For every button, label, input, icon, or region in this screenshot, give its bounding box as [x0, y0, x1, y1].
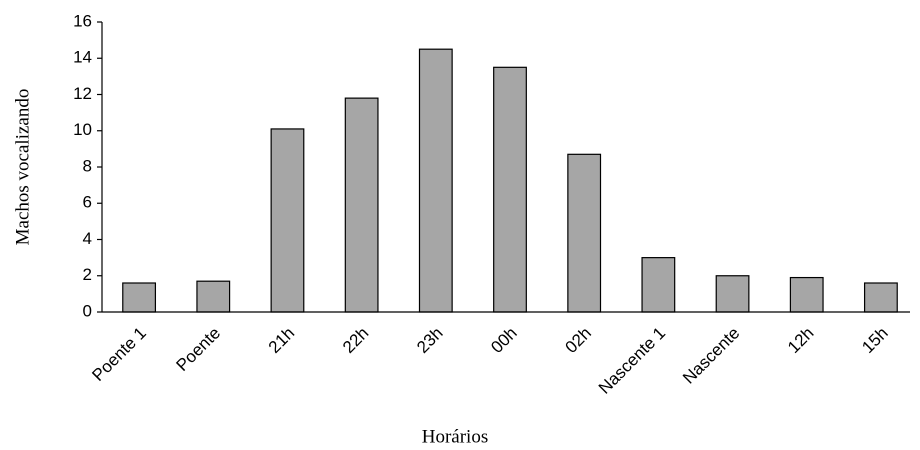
bar [418, 48, 453, 313]
bar [270, 128, 305, 313]
y-tick-label: 12 [73, 84, 92, 103]
bar [641, 257, 676, 313]
y-tick-label: 10 [73, 120, 92, 139]
y-tick-label: 4 [83, 229, 92, 248]
y-tick-label: 16 [73, 11, 92, 30]
y-tick-label: 2 [83, 265, 92, 284]
y-tick-label: 0 [83, 301, 92, 320]
bar [493, 66, 527, 313]
y-tick-label: 6 [83, 193, 92, 212]
x-tick-label: Nascente 1 [595, 323, 669, 397]
x-tick-label: 00h [487, 323, 520, 356]
bar [567, 153, 602, 313]
x-tick-label: 23h [413, 323, 446, 356]
y-axis-title: Machos vocalizando [12, 89, 33, 246]
bar [122, 282, 157, 313]
x-tick-label: 15h [858, 323, 891, 356]
x-tick-label: Nascente [679, 323, 743, 387]
bar [863, 282, 898, 313]
x-tick-label: Poente 1 [88, 323, 150, 385]
bar [715, 275, 750, 313]
x-tick-label: 21h [265, 323, 298, 356]
y-tick-label: 8 [83, 156, 92, 175]
x-tick-label: 02h [562, 323, 595, 356]
bar [344, 97, 379, 313]
x-tick-label: Poente [173, 323, 225, 375]
bar [196, 280, 231, 313]
x-tick-label: 22h [339, 323, 372, 356]
bar [789, 276, 824, 313]
x-axis-title: Horários [422, 426, 488, 447]
x-tick-label: 12h [784, 323, 817, 356]
y-tick-label: 14 [73, 48, 92, 67]
